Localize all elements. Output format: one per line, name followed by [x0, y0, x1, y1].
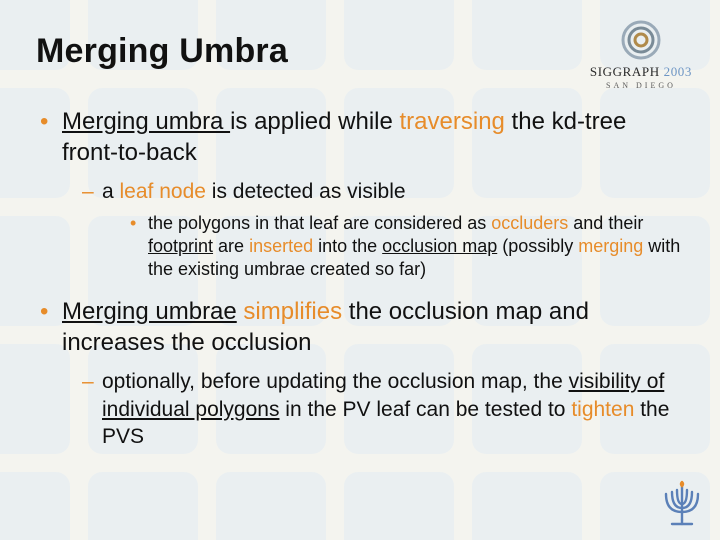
text-run: are	[213, 236, 249, 256]
slide: SIGGRAPH 2003 SAN DIEGO Merging Umbra Me…	[0, 0, 720, 540]
text-run: inserted	[249, 236, 313, 256]
text-run: optionally, before updating the occlusio…	[102, 370, 569, 393]
bullet-item: a leaf node is detected as visible the po…	[82, 178, 684, 280]
text-run: is detected as visible	[206, 180, 406, 203]
bullet-sublist: the polygons in that leaf are considered…	[130, 212, 684, 281]
brand-text: SIGGRAPH 2003	[590, 64, 692, 80]
text-run: occluders	[491, 213, 568, 233]
text-run: leaf node	[120, 180, 206, 203]
text-run: into the	[313, 236, 382, 256]
menorah-icon	[660, 480, 704, 528]
text-run: simplifies	[243, 298, 342, 325]
text-run: a	[102, 180, 120, 203]
text-run: (possibly	[497, 236, 578, 256]
bullet-sublist: optionally, before updating the occlusio…	[82, 368, 684, 450]
slide-title: Merging Umbra	[36, 32, 684, 71]
brand-year: 2003	[664, 64, 692, 79]
bullet-list: Merging umbra is applied while traversin…	[40, 107, 684, 450]
text-run: Merging umbrae	[62, 298, 237, 325]
text-run: footprint	[148, 236, 213, 256]
text-run: the polygons in that leaf are considered…	[148, 213, 491, 233]
text-run: tighten	[571, 398, 634, 421]
text-run: and their	[568, 213, 643, 233]
bullet-item: the polygons in that leaf are considered…	[130, 212, 684, 281]
text-run: merging	[578, 236, 643, 256]
text-run: occlusion map	[382, 236, 497, 256]
text-run: in the PV leaf can be tested to	[279, 398, 571, 421]
bullet-item: Merging umbra is applied while traversin…	[40, 107, 684, 281]
bullet-item: optionally, before updating the occlusio…	[82, 368, 684, 450]
swirl-icon	[619, 18, 663, 62]
siggraph-logo: SIGGRAPH 2003 SAN DIEGO	[590, 18, 692, 90]
text-run: traversing	[400, 108, 505, 135]
bullet-item: Merging umbrae simplifies the occlusion …	[40, 297, 684, 450]
text-run: is applied while	[230, 108, 399, 135]
brand-subtitle: SAN DIEGO	[590, 81, 692, 90]
bullet-sublist: a leaf node is detected as visible the po…	[82, 178, 684, 280]
brand-name: SIGGRAPH	[590, 64, 660, 79]
text-run: Merging umbra	[62, 108, 230, 135]
